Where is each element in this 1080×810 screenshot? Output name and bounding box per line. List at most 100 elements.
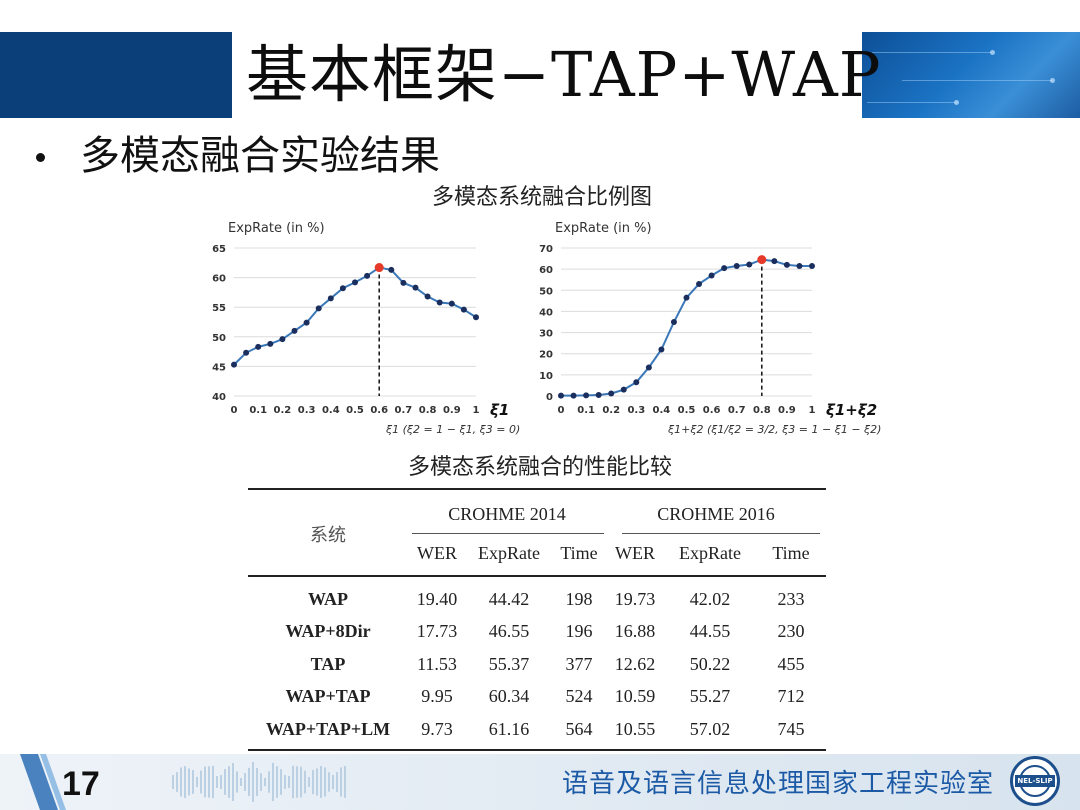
column-header: Time xyxy=(560,542,598,563)
x-caption: ξ1+ξ2 (ξ1/ξ2 = 3/2, ξ3 = 1 − ξ1 − ξ2) xyxy=(667,423,881,436)
table-cell: 55.27 xyxy=(689,686,731,707)
table-cell: 198 xyxy=(565,588,593,609)
page-number: 17 xyxy=(62,765,100,803)
table-row: TAP 11.53 55.37 377 12.62 50.22 455 xyxy=(248,648,826,681)
data-point xyxy=(279,336,286,343)
group-header: CROHME 2016 xyxy=(657,503,775,524)
table-cell: 55.37 xyxy=(488,653,530,674)
table-cell: 524 xyxy=(565,686,593,707)
y-tick-label: 0 xyxy=(546,392,553,403)
y-tick-label: 10 xyxy=(539,371,553,382)
data-point xyxy=(570,392,577,399)
y-axis-label: ExpRate (in %) xyxy=(555,221,652,236)
x-tick-label: 1 xyxy=(809,405,816,416)
data-point xyxy=(733,262,740,269)
y-tick-label: 45 xyxy=(212,362,226,373)
data-point xyxy=(267,340,274,347)
column-header: WER xyxy=(417,542,457,563)
y-tick-label: 30 xyxy=(539,329,553,340)
data-point xyxy=(291,327,298,334)
data-point xyxy=(746,261,753,268)
data-point xyxy=(683,294,690,301)
table-title: 多模态系统融合的性能比较 xyxy=(407,455,672,480)
table-row: WAP+TAP+LM 9.73 61.16 564 10.55 57.02 745 xyxy=(248,713,826,746)
table-cell: 10.59 xyxy=(614,686,656,707)
x-tick-label: 0.2 xyxy=(602,405,620,416)
table-cell: 196 xyxy=(565,620,593,641)
figure-title: 多模态系统融合比例图 xyxy=(432,185,653,210)
x-tick-label: 0.5 xyxy=(678,405,696,416)
table-cell: 57.02 xyxy=(689,719,731,740)
table-cell: 44.42 xyxy=(488,588,530,609)
table-row: WAP+8Dir 17.73 46.55 196 16.88 44.55 230 xyxy=(248,615,826,648)
data-point xyxy=(315,305,322,312)
table-cell: 564 xyxy=(565,719,593,740)
data-point xyxy=(364,272,371,279)
data-point xyxy=(670,319,677,325)
data-point xyxy=(412,284,419,291)
x-tick-label: 0.6 xyxy=(370,405,388,416)
table-cell: 233 xyxy=(777,588,805,609)
data-point xyxy=(303,319,310,326)
table-cell: 19.73 xyxy=(614,588,656,609)
column-header: WER xyxy=(615,542,655,563)
data-point xyxy=(608,390,615,397)
table-cell: 17.73 xyxy=(416,620,458,641)
system-name: WAP+8Dir xyxy=(285,620,371,641)
x-tick-label: 0 xyxy=(558,405,565,416)
table-cell: 60.34 xyxy=(488,686,530,707)
table-cell: 745 xyxy=(777,719,805,740)
table-cell: 9.95 xyxy=(421,686,453,707)
x-tick-label: 0.7 xyxy=(395,405,413,416)
table-cell: 19.40 xyxy=(416,588,458,609)
x-tick-label: 0.4 xyxy=(653,405,671,416)
y-axis-label: ExpRate (in %) xyxy=(228,221,325,236)
data-point xyxy=(658,346,665,353)
system-name: WAP xyxy=(308,588,348,609)
x-tick-label: 0.3 xyxy=(298,405,316,416)
column-header: ExpRate xyxy=(478,542,540,563)
y-tick-label: 20 xyxy=(539,350,553,361)
bullet-text: 多模态融合实验结果 xyxy=(80,133,440,179)
table-row: WAP+TAP 9.95 60.34 524 10.59 55.27 712 xyxy=(248,681,826,714)
line-chart: 0 10 20 30 40 50 60 70 0 0.1 0.2 0.3 0.4 0.5 0.6 0.7 0.8… xyxy=(539,221,881,436)
group-rule-2016 xyxy=(622,533,820,534)
data-point xyxy=(473,314,479,321)
data-point xyxy=(339,285,346,292)
data-point xyxy=(771,258,778,265)
table-mid-rule xyxy=(248,575,826,577)
y-tick-label: 60 xyxy=(539,265,553,276)
x-tick-label: 0.7 xyxy=(728,405,746,416)
x-tick-label: 0.5 xyxy=(346,405,364,416)
data-point xyxy=(460,306,467,313)
bullet-marker xyxy=(36,153,45,162)
x-axis-label: ξ1+ξ2 xyxy=(826,401,877,419)
data-point xyxy=(243,349,250,356)
column-header: ExpRate xyxy=(679,542,741,563)
table-bottom-rule xyxy=(248,749,826,751)
data-point xyxy=(620,386,627,393)
data-point xyxy=(388,266,395,273)
column-header: Time xyxy=(772,542,810,563)
data-point xyxy=(448,300,455,307)
y-tick-label: 50 xyxy=(212,333,226,344)
table-cell: 61.16 xyxy=(488,719,530,740)
table-cell: 44.55 xyxy=(689,620,731,641)
table-cell: 16.88 xyxy=(614,620,656,641)
x-tick-label: 0 xyxy=(231,405,238,416)
x-tick-label: 0.8 xyxy=(419,405,437,416)
waveform-decoration xyxy=(20,754,346,810)
y-tick-label: 55 xyxy=(212,303,226,314)
y-tick-label: 70 xyxy=(539,244,553,255)
data-point xyxy=(436,299,443,306)
x-tick-label: 0.4 xyxy=(322,405,340,416)
x-tick-label: 0.2 xyxy=(274,405,292,416)
data-point xyxy=(796,262,803,269)
data-point xyxy=(558,392,564,399)
data-point xyxy=(231,361,237,368)
group-rule-2014 xyxy=(412,533,604,534)
line-chart: 40 45 50 55 60 65 0 0.1 0.2 0.3 0.4 0.5 0.6 0.7 0.8 0.9… xyxy=(212,221,520,436)
x-tick-label: 0.3 xyxy=(627,405,645,416)
slide-title: 基本框架−TAP+WAP xyxy=(246,38,882,111)
table-cell: 50.22 xyxy=(689,653,731,674)
